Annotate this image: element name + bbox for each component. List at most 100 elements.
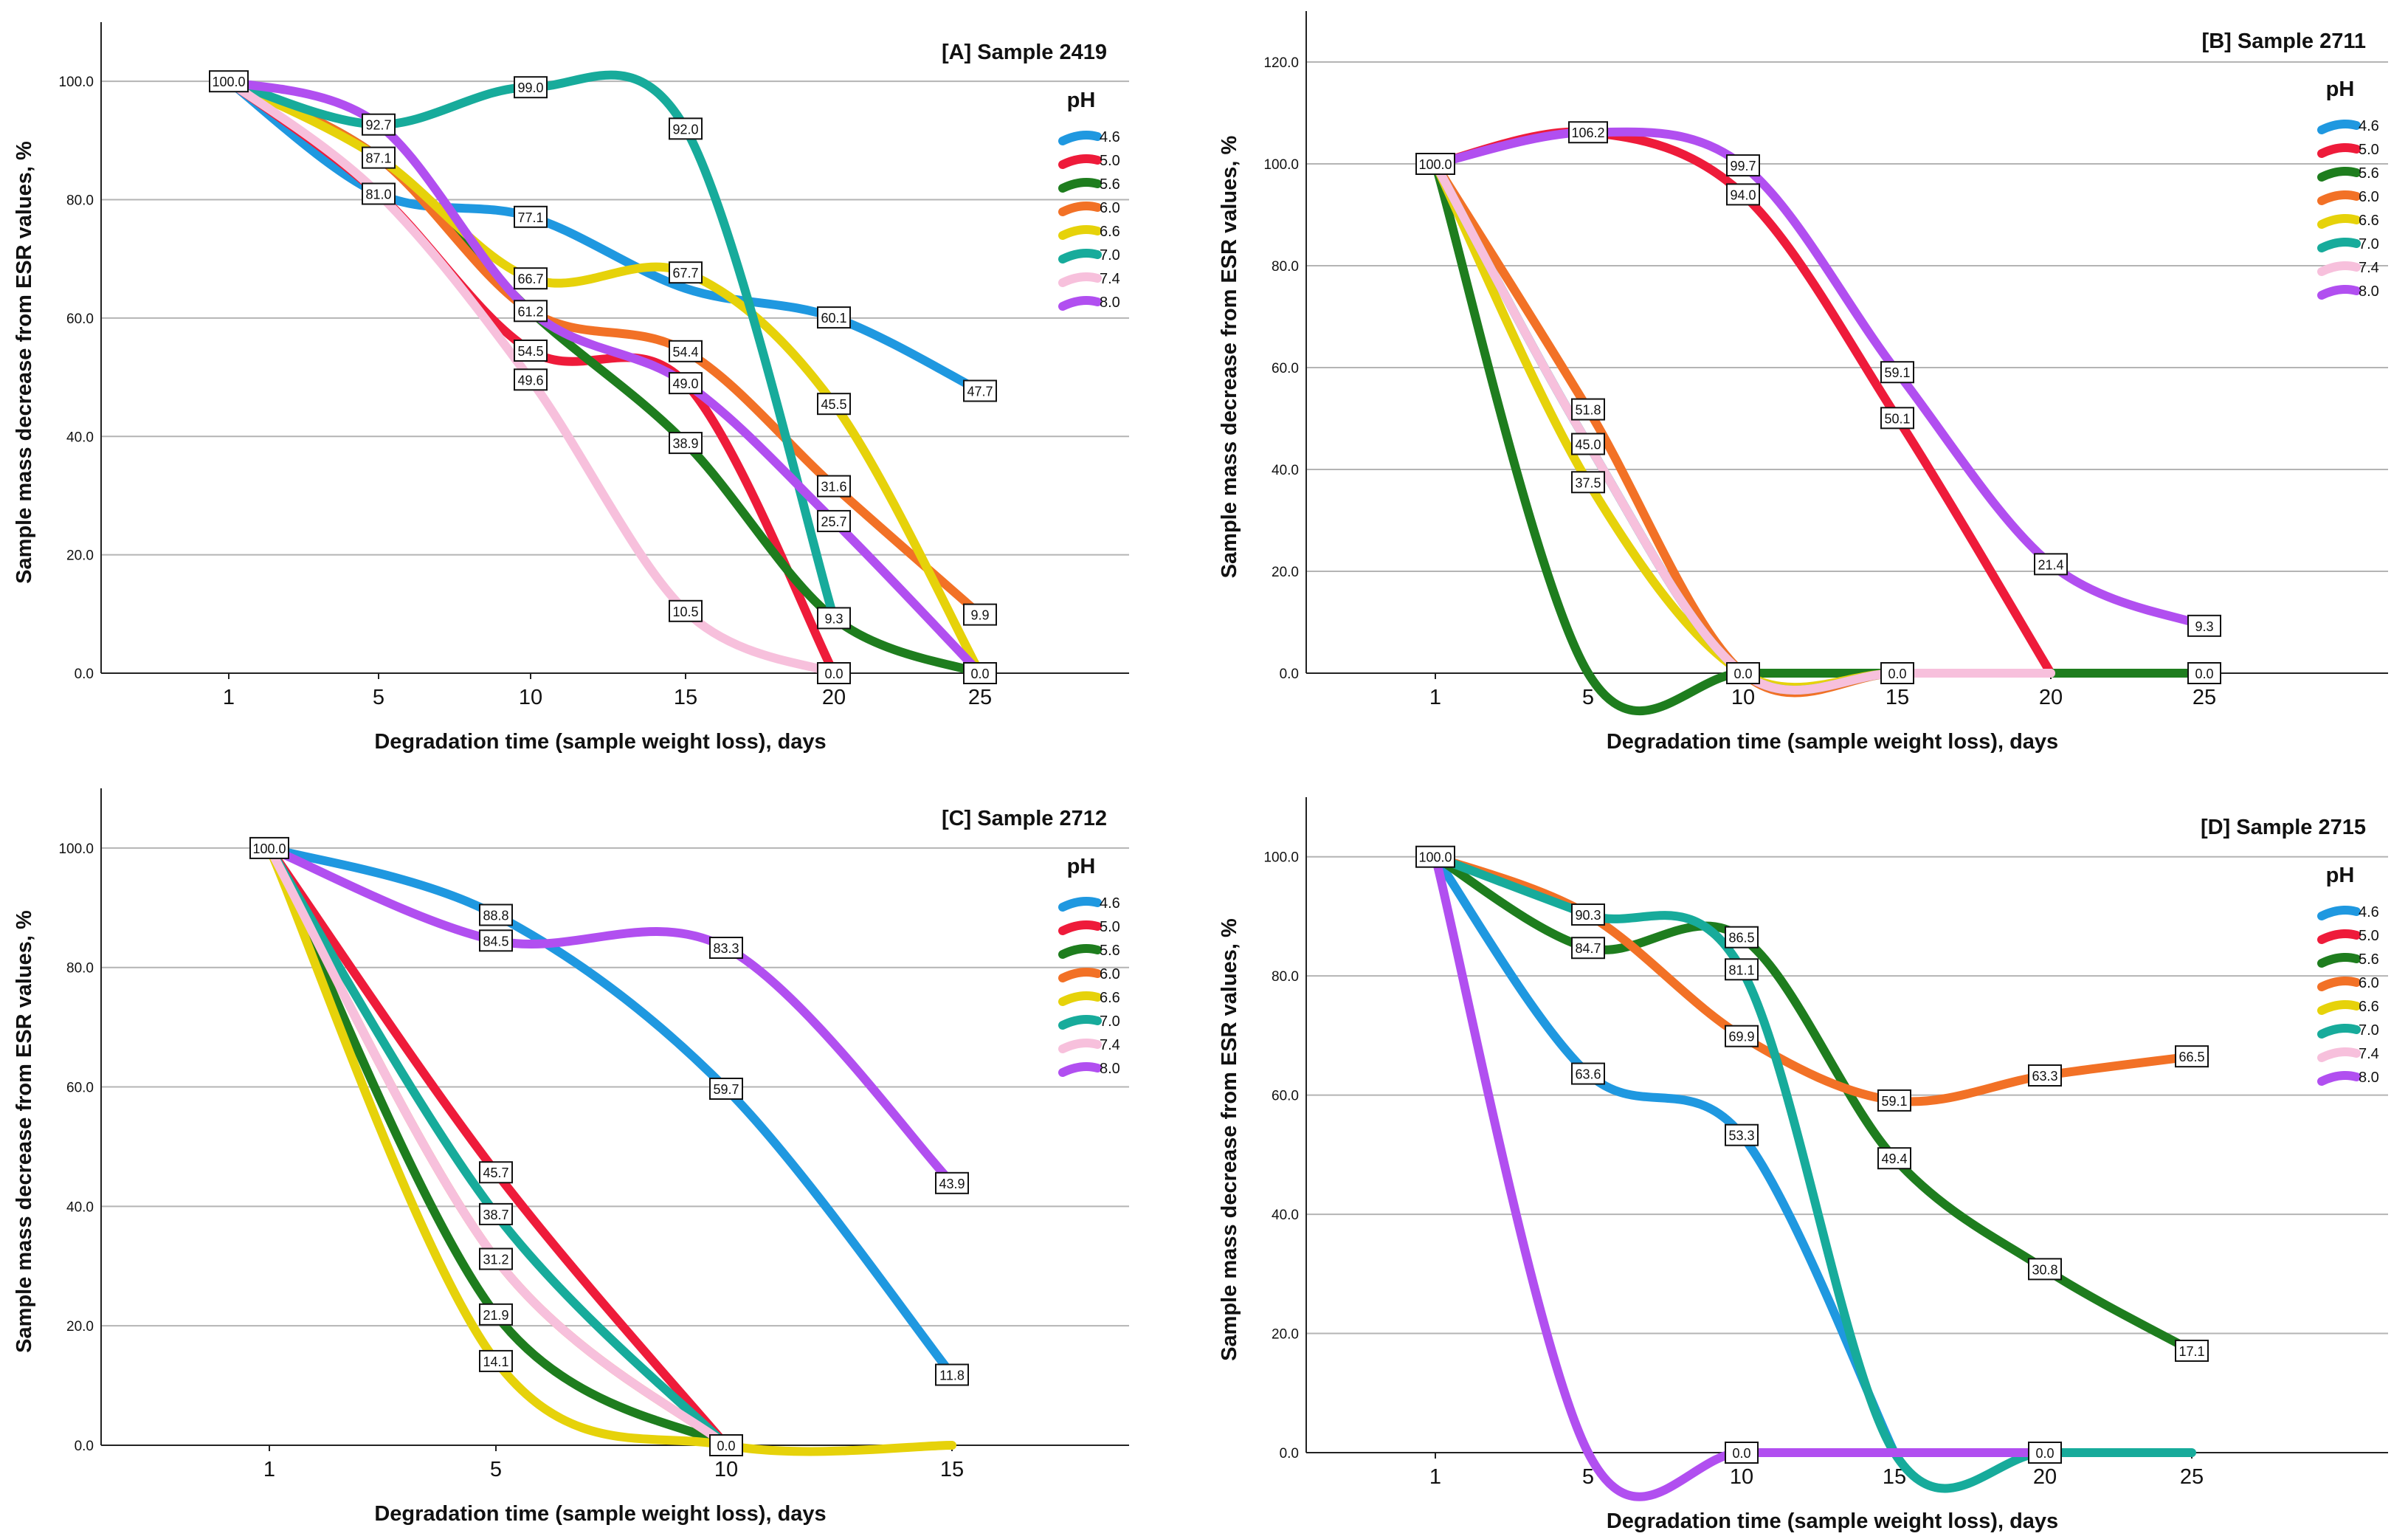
data-label-box [1726,662,1760,684]
data-label-box [817,662,851,684]
legend-label: 8.0 [1100,1061,1120,1077]
data-label: 94.0 [1730,187,1756,202]
data-label-box [1725,1025,1759,1047]
data-label-box [362,146,396,169]
data-label-box [1571,398,1605,421]
data-label: 86.5 [1728,931,1754,946]
data-label: 0.0 [1733,667,1752,681]
legend-label: 6.6 [1100,224,1120,240]
data-label-box [1415,153,1455,175]
data-label-box [479,1303,513,1326]
data-label: 43.9 [939,1177,965,1191]
data-label: 0.0 [970,667,989,681]
x-tick-label: 5 [373,686,384,709]
legend-swatch-ph-5-6 [2317,167,2361,182]
legend-label: 6.0 [1100,200,1120,216]
y-tick-label: 60.0 [66,1081,94,1096]
data-label: 99.7 [1730,159,1756,173]
data-label: 99.0 [517,80,543,95]
legend-swatch-ph-7-4 [1058,272,1102,287]
data-label-box [479,1247,513,1270]
y-tick-label: 40.0 [1272,1208,1299,1223]
legend-swatch-ph-7-0 [2317,1024,2361,1039]
data-label: 90.3 [1575,908,1601,923]
y-tick-label: 60.0 [66,311,94,327]
x-tick-label: 20 [2033,1465,2057,1489]
legend-label: 8.0 [2359,1070,2379,1086]
y-tick-label: 40.0 [66,1199,94,1215]
data-label-box [362,182,396,205]
data-label: 87.1 [365,151,391,166]
legend-swatch-ph-8-0 [2317,285,2361,300]
data-label: 45.0 [1575,438,1601,452]
series-line-ph-6-6 [1431,159,2055,692]
data-label-box [817,607,851,630]
data-label: 88.8 [483,909,508,923]
legend-swatch-ph-8-0 [2317,1071,2361,1086]
x-tick-label: 25 [2193,686,2216,709]
data-label-box [963,603,997,626]
data-label: 47.7 [967,385,993,399]
data-label-box [669,432,703,455]
data-label-box [1571,471,1605,494]
data-label: 0.0 [2035,1446,2054,1461]
legend-label: 7.4 [2359,260,2379,276]
data-label-box [1880,662,1914,684]
legend-label: 7.0 [2359,1022,2379,1039]
data-label: 54.4 [672,345,698,359]
data-label-box [1880,361,1914,384]
series-line-ph-6-0 [1431,852,2196,1106]
legend-label: 7.4 [1100,1037,1120,1053]
legend-title: pH [2326,864,2355,887]
data-label-box [935,1363,969,1386]
data-label-box [669,340,703,362]
legend-swatch-ph-7-4 [2317,261,2361,276]
data-label-box [1571,937,1605,960]
legend-swatch-ph-5-6 [2317,953,2361,968]
y-axis-title: Sample mass decrease from ESR values, % [13,141,36,584]
y-tick-label: 60.0 [1272,1089,1299,1104]
data-label-box [817,306,851,329]
legend-swatch-ph-6-0 [2317,977,2361,991]
data-label: 50.1 [1884,411,1910,426]
data-label-box [2034,553,2068,576]
legend-label: 7.4 [2359,1046,2379,1062]
legend-swatch-ph-6-0 [2317,190,2361,205]
y-tick-label: 0.0 [75,667,94,682]
legend-swatch-ph-4-6 [2317,120,2361,134]
data-label: 0.0 [1732,1446,1750,1461]
y-tick-label: 100.0 [1263,157,1299,173]
data-label-box [1726,183,1760,206]
legend-swatch-ph-7-4 [1058,1039,1102,1053]
data-label-box [709,937,743,960]
data-label-box [479,1202,513,1225]
data-label-box [817,509,851,532]
legend-swatch-ph-5-0 [1058,920,1102,935]
y-axis-title: Sample mass decrease from ESR values, % [1218,918,1241,1361]
y-tick-label: 0.0 [1280,667,1299,682]
legend-label: 8.0 [1100,295,1120,311]
x-tick-label: 10 [1730,1465,1753,1489]
legend-label: 6.6 [2359,999,2379,1015]
data-label: 31.6 [821,480,846,495]
data-label: 77.1 [517,210,543,225]
data-label: 59.1 [1881,1094,1907,1109]
data-label-box [1726,154,1760,177]
legend-swatch-ph-4-6 [1058,897,1102,912]
legend-swatch-ph-4-6 [2317,906,2361,920]
data-label: 100.0 [1418,157,1452,172]
legend-label: 7.0 [1100,1013,1120,1030]
data-label: 31.2 [483,1253,508,1267]
data-label: 17.1 [2178,1344,2204,1359]
legend-label: 5.6 [2359,165,2379,182]
panel-title: [C] Sample 2712 [942,807,1107,830]
data-label: 37.5 [1575,475,1601,490]
data-label: 9.3 [824,611,843,626]
legend-label: 4.6 [1100,129,1120,145]
x-tick-label: 10 [519,686,542,709]
legend-label: 6.0 [2359,189,2379,205]
data-label: 45.5 [821,397,846,412]
data-label-box [1880,407,1914,430]
